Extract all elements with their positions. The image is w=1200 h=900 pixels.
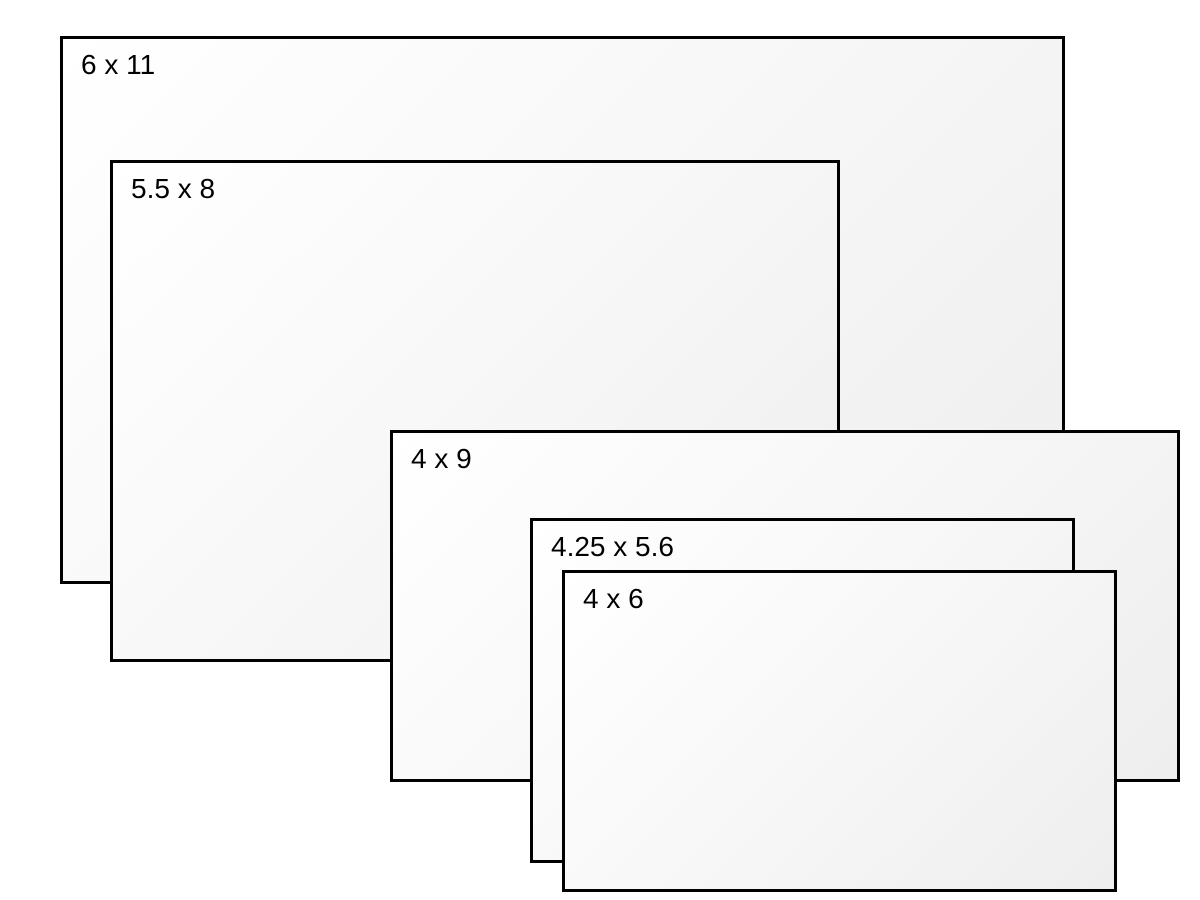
card-4x6: 4 x 6 (562, 570, 1117, 892)
card-label-4x9: 4 x 9 (411, 443, 472, 475)
card-label-5-5x8: 5.5 x 8 (131, 173, 215, 205)
card-label-4-25x5-6: 4.25 x 5.6 (551, 531, 674, 563)
card-label-4x6: 4 x 6 (583, 583, 644, 615)
card-label-6x11: 6 x 11 (81, 49, 155, 81)
